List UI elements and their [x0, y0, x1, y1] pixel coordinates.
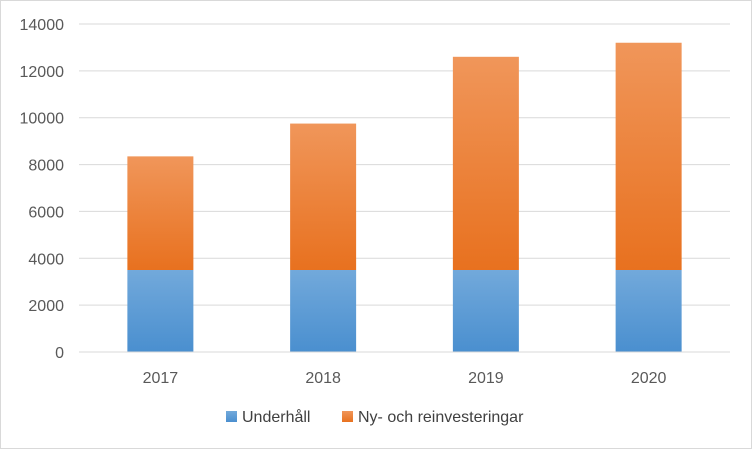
y-tick-label: 2000	[28, 298, 64, 315]
bar-segment-ny-och-reinvesteringar-2017	[127, 156, 194, 270]
x-tick-label: 2020	[631, 370, 667, 387]
x-tick-label: 2017	[143, 370, 179, 387]
y-tick-label: 14000	[20, 17, 65, 34]
legend-label: Ny- och reinvesteringar	[358, 409, 524, 426]
y-axis-ticks: 0 2000 4000 6000 8000 10000 12000 14000	[20, 17, 65, 362]
x-tick-label: 2018	[305, 370, 341, 387]
y-tick-label: 0	[55, 345, 64, 362]
bar-segment-underhall-2017	[127, 270, 194, 352]
legend: Underhåll Ny- och reinvesteringar	[226, 408, 524, 426]
legend-swatch	[226, 411, 237, 422]
bar-segment-underhall-2020	[615, 270, 682, 352]
y-tick-label: 6000	[28, 204, 64, 221]
bar-segment-ny-och-reinvesteringar-2020	[615, 42, 682, 270]
y-tick-label: 10000	[20, 111, 65, 128]
y-tick-label: 4000	[28, 251, 64, 268]
bar-segment-underhall-2019	[452, 270, 519, 352]
y-tick-label: 12000	[20, 64, 65, 81]
x-tick-label: 2019	[468, 370, 504, 387]
legend-label: Underhåll	[242, 408, 310, 426]
bars	[127, 42, 682, 352]
x-axis-ticks: 2017 2018 2019 2020	[143, 370, 667, 387]
bar-segment-ny-och-reinvesteringar-2019	[452, 56, 519, 270]
bar-segment-ny-och-reinvesteringar-2018	[290, 123, 357, 270]
y-tick-label: 8000	[28, 158, 64, 175]
bar-segment-underhall-2018	[290, 270, 357, 352]
legend-swatch	[342, 411, 353, 422]
